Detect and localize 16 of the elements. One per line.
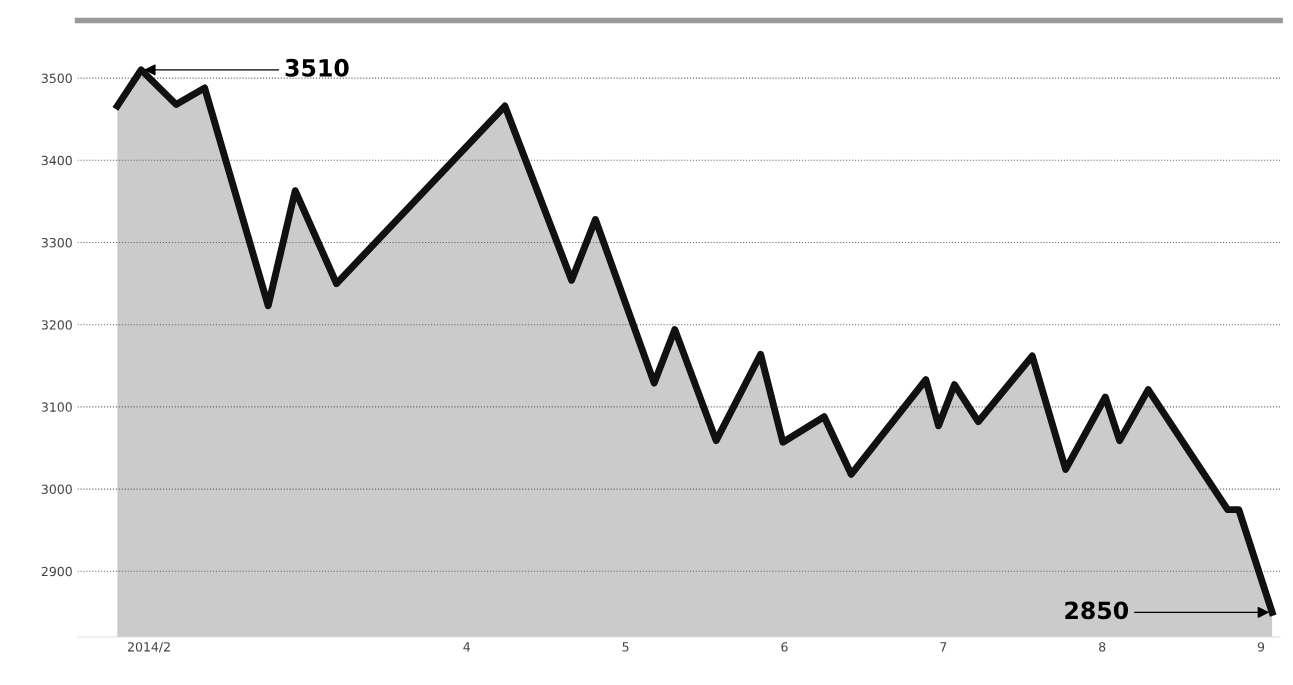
y-tick-label: 3400 <box>41 155 72 166</box>
x-tick-label: 7 <box>940 642 947 652</box>
x-tick-label: 9 <box>1257 642 1265 652</box>
x-tick-label: 4 <box>463 642 471 652</box>
annotation: 2850 <box>1065 601 1129 620</box>
y-tick-label: 3000 <box>41 484 72 495</box>
y-tick-label: 3500 <box>41 73 72 84</box>
y-tick-label: 3100 <box>41 402 72 412</box>
x-tick-label: 5 <box>622 642 629 652</box>
x-tick-label: 8 <box>1099 642 1106 652</box>
y-tick-label: 3200 <box>41 320 72 330</box>
annotation: 3510 <box>285 58 349 77</box>
y-tick-label: 3300 <box>41 237 72 248</box>
x-tick-label: 2014/2 <box>127 642 170 653</box>
x-tick-label: 6 <box>781 642 788 652</box>
y-tick-label: 2900 <box>41 566 72 577</box>
